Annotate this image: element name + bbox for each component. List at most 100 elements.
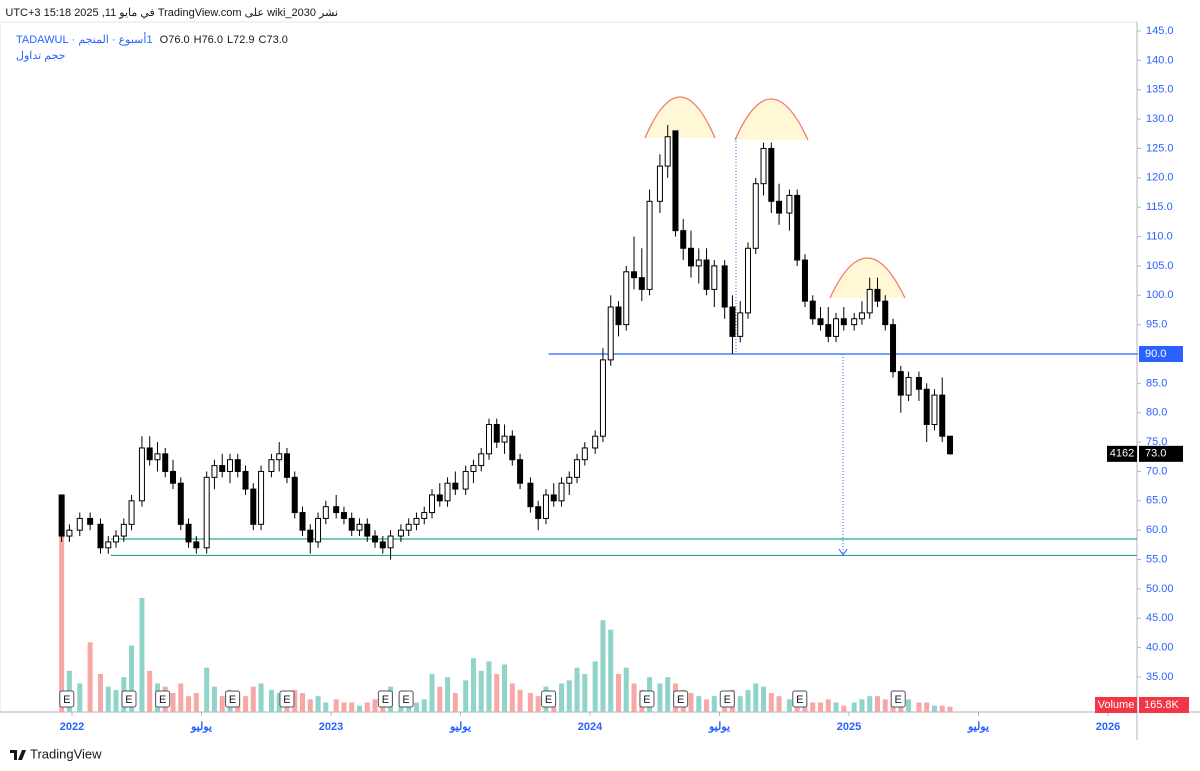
volume-bar	[841, 705, 847, 712]
volume-bar	[307, 699, 313, 712]
volume-bar	[470, 658, 476, 712]
candle-body	[947, 435, 954, 455]
volume-bar	[186, 696, 192, 712]
volume-bar	[276, 693, 282, 712]
volume-bar	[323, 702, 329, 712]
y-tick-label: 50.00	[1146, 583, 1174, 595]
candle-body	[558, 482, 565, 502]
candle-body	[405, 523, 412, 531]
volume-bar	[292, 689, 298, 712]
volume-bar	[768, 693, 774, 712]
candle-body	[315, 517, 322, 543]
volume-bar	[178, 683, 184, 712]
candle-body	[397, 529, 404, 537]
candle-body	[638, 277, 645, 290]
volume-bar	[825, 699, 831, 712]
candle-body	[493, 423, 500, 443]
candle-body	[923, 388, 930, 425]
candle-body	[535, 506, 542, 519]
volume-bar	[413, 702, 419, 712]
volume-bar	[445, 677, 451, 712]
volume-bar	[623, 667, 629, 712]
volume-bar	[193, 693, 199, 712]
candle-body	[268, 459, 275, 472]
candle-body	[170, 470, 177, 484]
earnings-label: E	[159, 694, 166, 706]
earnings-marker: E	[541, 690, 557, 708]
earnings-label: E	[283, 694, 290, 706]
candle-body	[915, 376, 922, 390]
volume-bar	[574, 667, 580, 712]
price-tag-label: 90.0	[1145, 348, 1166, 360]
candle-body	[322, 506, 329, 519]
volume-bar	[688, 693, 694, 712]
candle-body	[177, 482, 184, 525]
y-tick-label: 70.0	[1146, 465, 1167, 477]
indicator-name: حجم تداول	[16, 50, 66, 62]
candle-body	[729, 306, 736, 337]
y-tick-label: 85.0	[1146, 377, 1167, 389]
candle-body	[517, 459, 524, 484]
earnings-box	[121, 690, 137, 708]
candle-body	[356, 523, 363, 531]
candle-body	[258, 470, 265, 525]
ohlc-value: C73.0	[258, 34, 288, 46]
candle-body	[744, 247, 751, 314]
candle-body	[703, 259, 710, 290]
volume-bar	[463, 680, 469, 712]
earnings-box	[541, 690, 557, 708]
volume-bar	[851, 702, 857, 712]
candle-body	[801, 259, 808, 302]
volume-bar	[906, 699, 912, 712]
volume-bar	[859, 699, 865, 712]
candle-body	[470, 465, 477, 472]
candle-body	[786, 194, 793, 214]
candle-body	[721, 265, 728, 308]
y-tick-label: 100.0	[1146, 289, 1174, 301]
last-price-box	[1139, 445, 1183, 462]
candle-body	[599, 359, 606, 437]
x-tick-label: 2023	[319, 721, 343, 733]
earnings-label: E	[125, 694, 132, 706]
volume-bar	[502, 664, 508, 712]
candle-body	[833, 318, 840, 337]
earnings-label: E	[382, 694, 389, 706]
y-tick-label: 55.0	[1146, 553, 1167, 565]
earnings-box	[155, 690, 171, 708]
candle-body	[379, 541, 386, 549]
y-tick-label: 140.0	[1146, 54, 1174, 66]
volume-bar	[204, 667, 210, 712]
countdown-label: 4162	[1110, 448, 1134, 460]
y-tick-label: 125.0	[1146, 142, 1174, 154]
y-tick-label: 40.00	[1146, 642, 1174, 654]
earnings-marker: E	[59, 690, 75, 708]
countdown-box	[1107, 445, 1137, 462]
candle-body	[364, 523, 371, 537]
earnings-marker: E	[377, 690, 393, 708]
volume-bar	[874, 696, 880, 712]
volume-bar	[517, 689, 523, 712]
volume-bar	[333, 699, 339, 712]
earnings-label: E	[796, 694, 803, 706]
candle-body	[866, 288, 873, 314]
candle-body	[809, 300, 816, 320]
candle-body	[768, 147, 775, 202]
volume-bar	[356, 705, 362, 712]
volume-bar	[341, 702, 347, 712]
y-tick-label: 65.0	[1146, 495, 1167, 507]
candle-body	[607, 306, 614, 361]
volume-bar	[761, 686, 767, 712]
candle-body	[219, 465, 226, 472]
candle-body	[501, 435, 508, 443]
candle-body	[242, 470, 249, 490]
volume-bar	[657, 683, 663, 712]
volume-bar	[452, 693, 458, 712]
candle-body	[615, 306, 622, 326]
candle-body	[656, 165, 663, 202]
volume-bar	[939, 705, 945, 712]
volume-bar	[786, 699, 792, 712]
candle-body	[905, 376, 912, 396]
pattern-shapes	[644, 96, 906, 556]
candle-body	[283, 453, 290, 478]
